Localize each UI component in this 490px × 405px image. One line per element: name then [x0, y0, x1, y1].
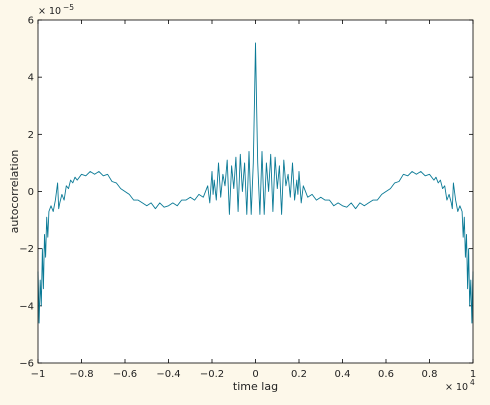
x-tick-label: −0.2	[200, 369, 224, 380]
x-tick-label: 0	[252, 369, 258, 380]
x-axis-label: time lag	[233, 380, 278, 393]
x-tick-label: 0.8	[422, 369, 438, 380]
x-tick-label: 0.6	[378, 369, 394, 380]
autocorrelation-series-line	[37, 42, 474, 324]
y-tick-label: −2	[19, 244, 34, 255]
y-axis-label: autocorrelation	[8, 150, 21, 234]
x-tick-label: −0.6	[113, 369, 137, 380]
x-tick-label: −0.4	[156, 369, 180, 380]
x-tick-label: 0.4	[335, 369, 351, 380]
y-tick-label: −6	[19, 359, 34, 370]
y-tick-label: 4	[28, 73, 34, 84]
axis-tick-labels: −1 −0.8 −0.6 −0.4 −0.2 0 0.2 0.4 0.6 0.8 1 −6 −4 −2 0 2…	[19, 16, 476, 381]
y-tick-label: 0	[28, 187, 34, 198]
plot-area-frame	[37, 19, 474, 364]
x-tick-label: −0.8	[69, 369, 93, 380]
y-tick-label: 6	[28, 16, 34, 27]
x-tick-label: 1	[470, 369, 476, 380]
x-tick-label: −1	[31, 369, 46, 380]
y-exponent-power: −5	[63, 3, 74, 12]
y-tick-label: 2	[28, 130, 34, 141]
y-exponent-multiplier: × 10	[38, 6, 61, 17]
y-tick-label: −4	[19, 301, 34, 312]
plot-area-background	[38, 20, 473, 363]
x-exponent-power: 4	[470, 378, 475, 387]
x-exponent-multiplier: × 10	[445, 382, 468, 393]
x-tick-label: 0.2	[291, 369, 307, 380]
